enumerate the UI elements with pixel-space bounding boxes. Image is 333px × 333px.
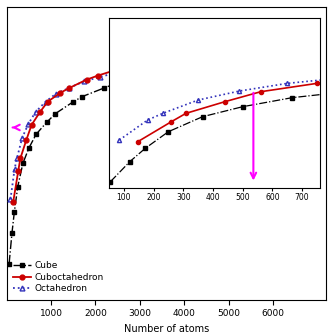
- Cuboctahedron: [295, 47, 299, 51]
- Cube: [293, 54, 297, 58]
- Cube: [102, 86, 106, 90]
- Cuboctahedron: [116, 67, 120, 71]
- Octahedron: [241, 53, 245, 57]
- Cuboctahedron: [11, 200, 15, 204]
- Cube: [191, 65, 195, 69]
- Octahedron: [137, 66, 141, 70]
- Line: Octahedron: Octahedron: [8, 47, 313, 202]
- Octahedron: [13, 166, 17, 170]
- Octahedron: [20, 136, 24, 140]
- Octahedron: [8, 197, 12, 201]
- Octahedron: [118, 70, 122, 74]
- Octahedron: [280, 49, 284, 53]
- Cube: [7, 262, 11, 266]
- Octahedron: [54, 92, 58, 96]
- Octahedron: [34, 110, 38, 114]
- Cuboctahedron: [46, 100, 50, 104]
- Cube: [218, 61, 222, 65]
- Cube: [160, 71, 164, 75]
- Octahedron: [162, 61, 166, 65]
- Cube: [138, 75, 142, 79]
- X-axis label: Number of atoms: Number of atoms: [124, 324, 209, 333]
- Legend: Cube, Cuboctahedron, Octahedron: Cube, Cuboctahedron, Octahedron: [11, 259, 106, 295]
- Octahedron: [218, 55, 222, 59]
- Cuboctahedron: [176, 57, 180, 61]
- Cuboctahedron: [209, 54, 213, 58]
- Cube: [45, 120, 49, 124]
- Cube: [21, 162, 25, 166]
- Cube: [10, 231, 14, 235]
- Cuboctahedron: [24, 138, 28, 142]
- Line: Cube: Cube: [7, 54, 298, 266]
- Octahedron: [67, 86, 71, 90]
- Cube: [34, 132, 38, 136]
- Cuboctahedron: [156, 60, 160, 64]
- Cube: [12, 210, 16, 214]
- Cube: [71, 100, 75, 104]
- Octahedron: [82, 79, 86, 83]
- Octahedron: [309, 47, 313, 51]
- Cuboctahedron: [68, 86, 72, 90]
- Cuboctahedron: [16, 169, 20, 173]
- Cube: [16, 184, 20, 188]
- Cuboctahedron: [96, 74, 100, 78]
- Cube: [54, 112, 58, 116]
- Octahedron: [26, 122, 30, 126]
- Cube: [116, 81, 120, 85]
- Octahedron: [184, 59, 188, 63]
- Cube: [262, 57, 266, 61]
- Cuboctahedron: [30, 123, 34, 127]
- Cuboctahedron: [58, 91, 62, 95]
- Cuboctahedron: [18, 156, 22, 160]
- Cuboctahedron: [132, 64, 136, 68]
- Octahedron: [98, 75, 102, 79]
- Cube: [80, 95, 84, 99]
- Cuboctahedron: [85, 78, 89, 82]
- Line: Cuboctahedron: Cuboctahedron: [11, 46, 299, 204]
- Cuboctahedron: [271, 48, 275, 52]
- Octahedron: [44, 100, 48, 104]
- Octahedron: [15, 156, 19, 160]
- Cube: [27, 146, 31, 150]
- Cuboctahedron: [230, 51, 234, 55]
- Cuboctahedron: [38, 110, 42, 114]
